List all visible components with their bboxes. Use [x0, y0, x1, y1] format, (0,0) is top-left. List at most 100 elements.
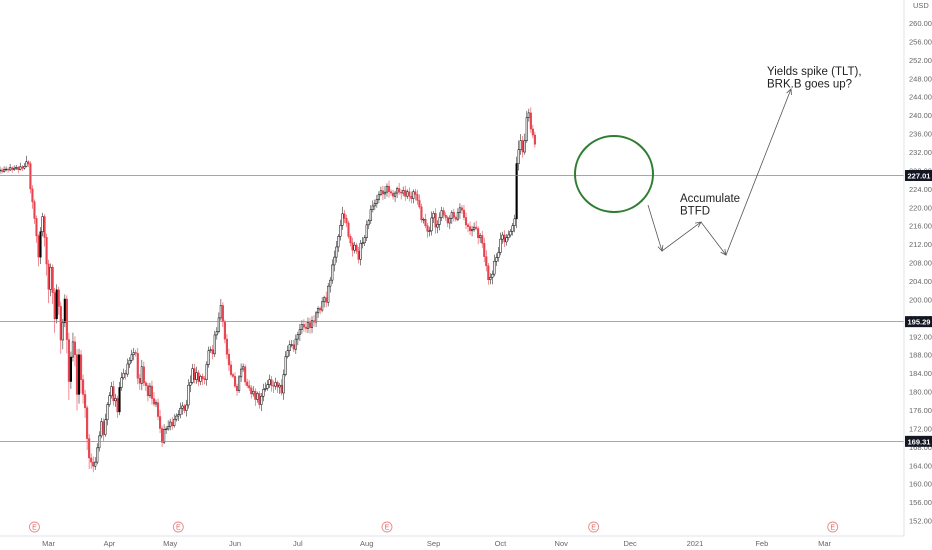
candle-body [379, 190, 382, 195]
candle-body [195, 372, 198, 380]
candle-body [9, 167, 12, 171]
y-tick-label: 256.00 [909, 37, 932, 46]
candle-body [128, 360, 131, 365]
candle-body [422, 219, 425, 221]
candle-body [94, 461, 97, 467]
candle-body [203, 378, 206, 380]
candle-body [383, 191, 387, 195]
candle-body [347, 222, 350, 237]
candle-body [268, 379, 271, 385]
candle-body [466, 224, 470, 227]
candle-body [280, 384, 283, 394]
candle-body [144, 382, 147, 386]
candle-body [315, 312, 318, 323]
candle-body [122, 372, 125, 379]
earnings-marker-label: E [591, 525, 596, 532]
candle-body [77, 354, 81, 395]
candle-body [460, 207, 464, 211]
x-tick-label: Jul [293, 539, 303, 548]
y-tick-label: 156.00 [909, 498, 932, 507]
candle-body [67, 339, 70, 382]
candle-body [501, 234, 504, 240]
price-axis[interactable]: USD 152.00 156.00 160.00 164.00 168.00 172.00 1… [903, 0, 932, 550]
candle-body [444, 214, 447, 218]
candle-body [2, 169, 6, 172]
candle-body [17, 167, 20, 170]
earnings-marker[interactable] [588, 521, 600, 533]
candle-body [489, 277, 492, 280]
candle-body [434, 213, 437, 228]
candle-body [284, 356, 287, 375]
candle-body [339, 225, 342, 237]
candle-body [387, 185, 391, 192]
x-tick-label: Oct [495, 539, 508, 548]
level-price-label: 195.29 [908, 318, 931, 327]
candle-body [134, 352, 137, 354]
y-tick-label: 204.00 [909, 277, 932, 286]
time-axis[interactable]: Mar Apr May Jun Jul Aug Sep Oct Nov Dec 2021 Feb Mar… [0, 521, 904, 548]
candle-body [430, 217, 433, 232]
candle-body [323, 297, 326, 303]
y-tick-label: 220.00 [909, 203, 932, 212]
candle-body [165, 428, 168, 430]
candle-body [381, 190, 384, 195]
candle-body [227, 354, 231, 366]
candle-body [525, 117, 528, 141]
candle-body [351, 242, 354, 251]
candle-body [223, 321, 226, 340]
candle-body [82, 379, 85, 395]
candle-body [106, 404, 109, 420]
x-tick-label: 2021 [687, 539, 704, 548]
candle-body [126, 363, 129, 375]
candle-body [96, 447, 99, 463]
candle-body [189, 382, 192, 386]
candle-body [15, 167, 18, 169]
candle-body [177, 414, 180, 417]
x-tick-label: Dec [623, 539, 637, 548]
earnings-marker[interactable] [28, 521, 40, 533]
candle-body [238, 376, 241, 391]
candle-body [55, 289, 58, 320]
candle-body [533, 134, 536, 145]
candle-body [418, 200, 421, 208]
x-tick-label: Apr [104, 539, 116, 548]
candle-body [481, 235, 484, 244]
y-tick-label: 152.00 [909, 517, 932, 526]
candle-body [497, 252, 500, 258]
candle-body [75, 354, 79, 395]
earnings-marker[interactable] [827, 521, 839, 533]
candle-body [414, 191, 417, 195]
candle-body [262, 389, 265, 397]
candle-body [35, 218, 38, 237]
candle-body [79, 354, 83, 380]
candle-body [325, 297, 328, 303]
candle-body [450, 212, 453, 219]
candle-body [45, 237, 48, 265]
candle-body [519, 140, 522, 151]
y-tick-label: 252.00 [909, 56, 932, 65]
candle-body [359, 243, 362, 260]
candle-body [464, 217, 468, 226]
candle-body [156, 402, 160, 417]
x-tick-label: May [163, 539, 177, 548]
candle-body [298, 329, 301, 335]
candle-body [0, 169, 4, 172]
candle-body [108, 395, 111, 405]
candle-body [86, 407, 89, 439]
candle-body [140, 366, 143, 384]
annotation-text: Yields spike (TLT), [767, 66, 862, 78]
candle-body [191, 368, 194, 383]
earnings-marker[interactable] [172, 521, 184, 533]
candle-body [278, 384, 281, 388]
candle-body [300, 324, 303, 330]
level-price-label: 169.31 [908, 437, 931, 446]
currency-label: USD [913, 1, 929, 10]
candle-body [173, 419, 176, 426]
candle-body [37, 235, 40, 258]
candle-body [21, 166, 24, 169]
candle-body [179, 407, 182, 415]
candle-body [39, 231, 42, 258]
earnings-marker[interactable] [381, 521, 393, 533]
candle-body [355, 244, 358, 252]
